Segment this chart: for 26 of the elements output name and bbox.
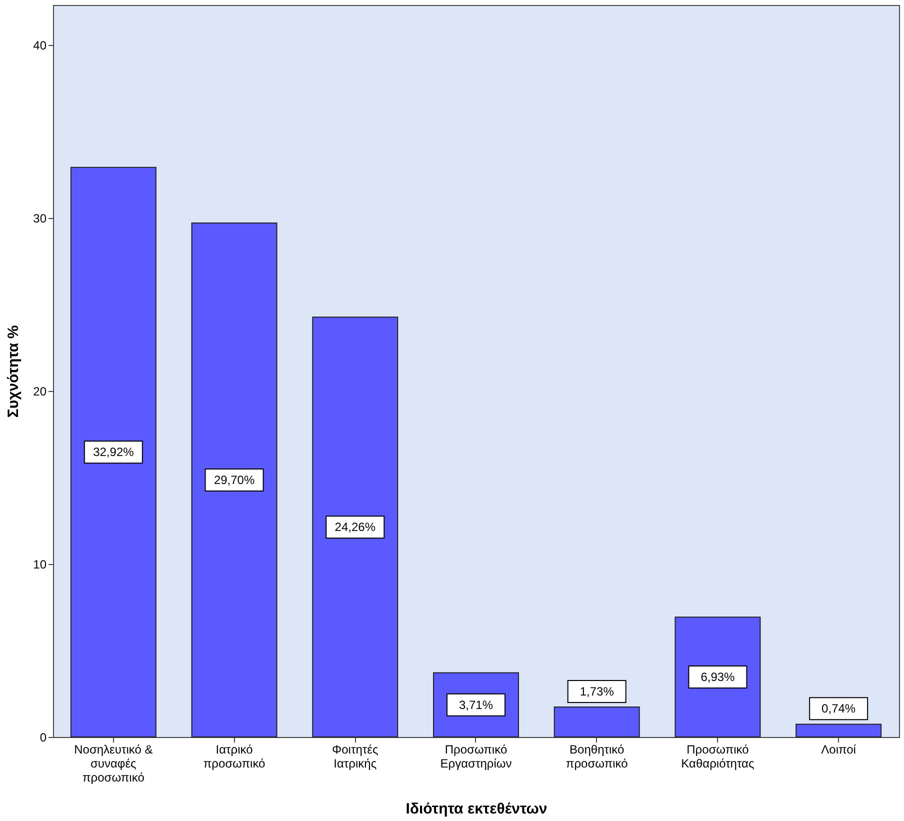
y-tick-label: 30 bbox=[33, 211, 47, 226]
bar bbox=[796, 724, 882, 738]
y-axis-title: Συχνότητα % bbox=[5, 325, 22, 418]
y-tick-label: 40 bbox=[33, 38, 47, 52]
bar bbox=[554, 706, 640, 738]
x-tick-label: Νοσηλευτικό & συναφές προσωπικό bbox=[74, 742, 153, 784]
data-label: 0,74% bbox=[822, 702, 856, 716]
y-tick-label: 0 bbox=[40, 730, 47, 744]
data-label: 3,71% bbox=[458, 698, 494, 712]
x-tick-label: Ιατρικό προσωπικό bbox=[203, 742, 266, 770]
data-label: 24,26% bbox=[334, 520, 376, 534]
x-tick-label: Προσωπικό Καθαριότητας bbox=[681, 742, 754, 770]
x-tick-label: Λοιποί bbox=[821, 742, 856, 756]
x-axis-title: Ιδιότητα εκτεθέντων bbox=[406, 800, 548, 818]
bar bbox=[70, 166, 156, 738]
data-label: 29,70% bbox=[214, 473, 255, 488]
bar bbox=[312, 316, 398, 738]
data-label: 32,92% bbox=[93, 445, 134, 460]
x-tick-label: Φοιτητές Ιατρικής bbox=[332, 742, 378, 770]
data-label: 1,73% bbox=[580, 684, 614, 698]
y-tick-label: 20 bbox=[33, 384, 47, 398]
y-tick-label: 10 bbox=[33, 557, 47, 572]
data-label: 6,93% bbox=[700, 670, 736, 684]
bar bbox=[191, 222, 278, 738]
x-tick-label: Προσωπικό Εργαστηρίων bbox=[440, 742, 512, 770]
x-tick-label: Βοηθητικό προσωπικό bbox=[566, 742, 628, 770]
